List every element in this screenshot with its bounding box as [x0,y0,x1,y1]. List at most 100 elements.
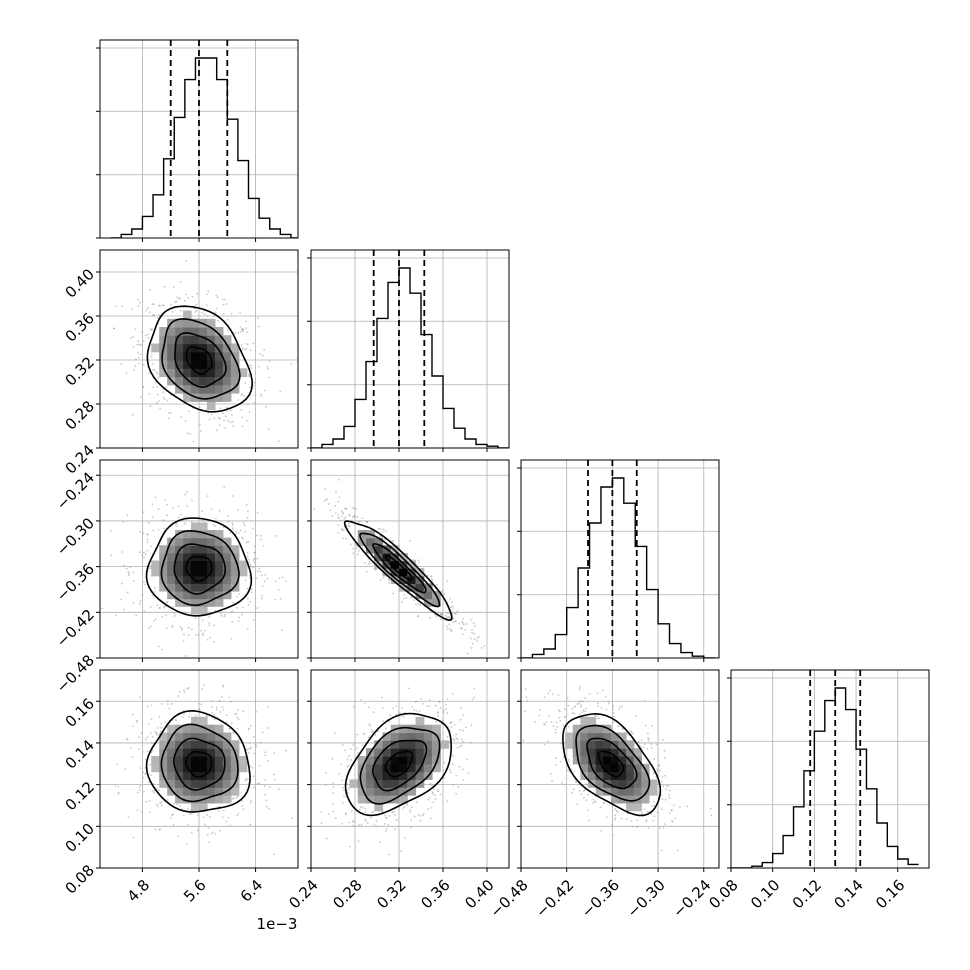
scatter-point [525,696,528,699]
scatter-point [182,640,185,643]
density-cell [159,575,168,584]
scatter-point [574,705,576,708]
scatter-point [236,606,239,609]
scatter-point [470,618,473,621]
scatter-point [635,715,637,718]
contour-level-2 [586,737,638,790]
scatter-point [358,824,360,826]
density-cell [167,335,176,345]
density-cell [432,748,441,757]
scatter-point [132,346,135,348]
density-cell [175,384,184,394]
scatter-point [606,816,608,819]
scatter-point [456,610,459,613]
scatter-point [279,597,282,600]
scatter-point [450,606,452,609]
scatter-point [353,706,355,709]
density-cell [214,393,224,402]
scatter-point [356,516,359,518]
scatter-point [614,816,617,819]
density-cell [366,771,375,781]
scatter-point [625,818,628,821]
density-cell [641,795,650,804]
scatter-point [253,381,256,384]
scatter-point [446,612,449,614]
density-cell [374,802,384,812]
scatter-point [236,509,239,511]
density-cell [206,732,216,741]
scatter-point [148,392,151,395]
density-cell [183,583,192,592]
density-cell [366,545,375,554]
scatter-point [592,801,595,804]
density-cell [633,802,642,812]
density-cell [206,724,216,734]
scatter-point [354,748,356,751]
scatter-point [178,297,181,300]
scatter-point [586,809,589,812]
density-cell [374,740,384,749]
panel-content [100,670,298,868]
density-cell [390,787,400,796]
scatter-point [263,389,266,392]
scatter-point [160,801,163,804]
contour-level-4 [344,712,453,817]
scatter-point [250,588,253,591]
scatter-point [645,819,648,821]
scatter-point [146,541,149,543]
scatter-point [455,737,458,740]
scatter-point [195,633,198,636]
scatter-point [238,616,241,619]
scatter-point [267,367,270,370]
scatter-point [613,712,615,714]
scatter-point [257,317,260,319]
scatter-point [660,780,663,783]
density-cell [580,716,589,726]
scatter-point [325,772,327,774]
panel-frame [310,459,510,659]
scatter-point [187,634,190,637]
scatter-point [158,314,161,316]
density-cell [159,763,168,773]
scatter-point [228,696,231,699]
scatter-point [341,822,344,825]
scatter-point [155,401,158,404]
density-cell [222,740,232,749]
density-cell [222,552,232,562]
scatter-point [459,745,461,748]
scatter-point [240,613,243,616]
scatter-point [163,527,166,530]
contour-level-4 [562,712,662,817]
density-cell [230,771,240,781]
scatter-point [214,517,217,520]
scatter-point [587,793,589,796]
scatter-point [180,513,183,516]
scatter-point [120,598,123,601]
density-cell [175,732,184,741]
scatter-point [580,704,583,706]
density-cell [199,606,208,615]
scatter-point [660,849,663,852]
density-cell [366,779,375,788]
scatter-point [343,749,346,752]
scatter-point [264,405,267,408]
scatter-point [257,325,260,328]
scatter-point [260,395,263,398]
scatter-point [552,725,555,728]
scatter-point [139,353,142,356]
scatter-point [375,825,378,828]
scatter-point [169,816,172,819]
scatter-point [247,751,250,754]
density-cell [374,560,384,569]
scatter-point [367,563,370,565]
contour-level-4 [146,305,253,413]
scatter-point [231,420,234,423]
scatter-point [664,774,666,777]
scatter-point [213,718,216,721]
scatter-point [588,693,591,695]
density-cell [183,755,192,765]
scatter-point [340,763,343,766]
scatter-point [141,554,144,557]
density-cell [618,771,627,781]
density-cell [222,376,232,386]
